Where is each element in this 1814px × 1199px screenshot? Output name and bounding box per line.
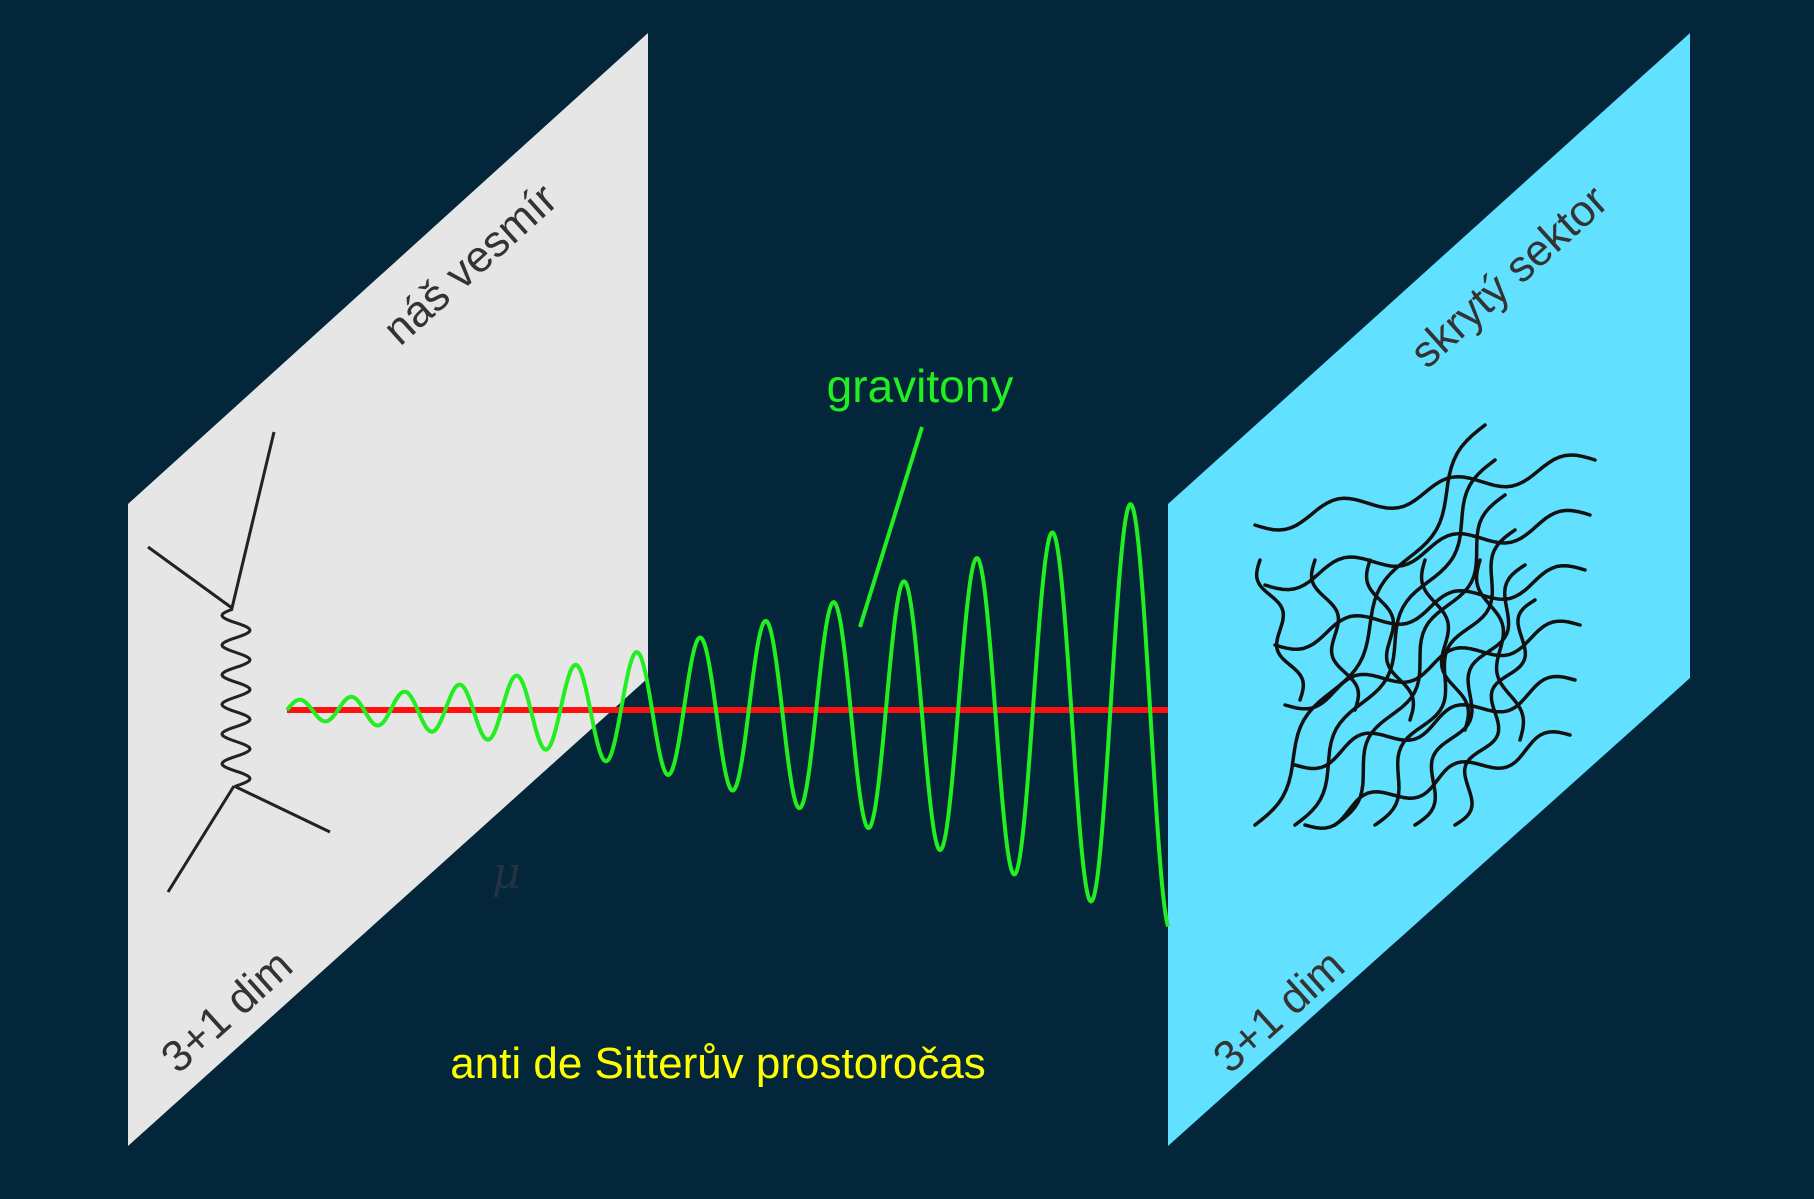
mesh-strand — [1273, 564, 1587, 651]
hidden-sector-mesh-icon — [1253, 423, 1597, 830]
mesh-strand — [1254, 558, 1306, 702]
mesh-strand — [1419, 558, 1471, 732]
feynman-vertex-icon — [147, 431, 331, 893]
mesh-strand — [1283, 619, 1582, 711]
mesh-strand — [1293, 674, 1577, 771]
graviton-wave — [285, 502, 1170, 927]
right-brane-plane — [1168, 33, 1690, 1146]
bulk-label: anti de Sitterův prostoročas — [450, 1039, 986, 1088]
mesh-strand — [1413, 563, 1527, 827]
graviton-pointer-line — [858, 426, 924, 628]
mesh-strand — [1303, 730, 1572, 830]
mesh-strand — [1333, 493, 1507, 827]
mesh-strand — [1253, 453, 1597, 532]
mesh-strand — [1253, 423, 1487, 827]
mesh-strand — [1364, 558, 1416, 722]
left-brane-plane — [128, 33, 648, 1146]
graviton-label: gravitony — [827, 360, 1014, 412]
mesh-strand — [1309, 558, 1361, 712]
mesh-strand — [1474, 558, 1526, 742]
mu-symbol: μ — [492, 848, 521, 899]
mesh-strand — [1263, 508, 1592, 592]
left-brane: náš vesmír 3+1 dim — [128, 33, 648, 1146]
